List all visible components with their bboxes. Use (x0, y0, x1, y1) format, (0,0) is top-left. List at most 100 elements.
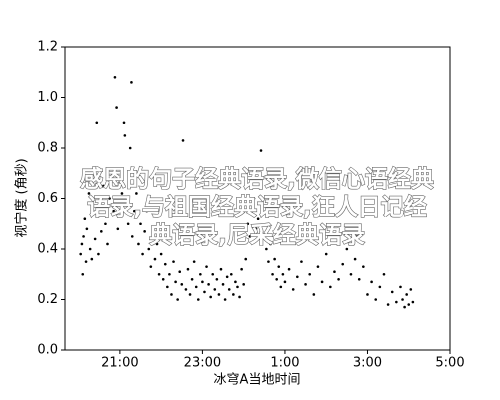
watermark-text: 典语录,尼采经典语录 (149, 222, 365, 249)
point (366, 293, 369, 296)
point (115, 106, 118, 109)
point (95, 121, 99, 125)
point (223, 298, 227, 301)
point (166, 285, 169, 289)
point (120, 192, 124, 195)
point (133, 209, 136, 213)
point (124, 202, 128, 205)
point (135, 192, 138, 195)
point (395, 300, 398, 304)
point (98, 202, 102, 205)
point (176, 298, 179, 301)
point (110, 171, 113, 175)
point (207, 283, 210, 286)
point (324, 252, 328, 256)
point (246, 222, 250, 226)
point (170, 293, 173, 296)
point (149, 265, 153, 268)
point (263, 235, 266, 238)
point (80, 242, 84, 246)
point (184, 288, 188, 291)
point (113, 76, 117, 79)
point (254, 227, 258, 231)
watermark-text: 语录,与祖国经典语录,狂人日记经 (87, 194, 426, 221)
point (353, 257, 357, 261)
point (236, 285, 239, 289)
point (102, 184, 105, 188)
point (267, 260, 270, 263)
x-tick-label: 23:00 (184, 356, 221, 371)
watermark-text: 感恩的句子经典语录,微信心语经典 (80, 166, 434, 193)
point (153, 257, 157, 261)
point (83, 217, 87, 220)
point (100, 230, 103, 233)
point (199, 272, 202, 276)
point (130, 235, 134, 238)
point (308, 272, 311, 276)
point (157, 272, 161, 276)
point (403, 305, 406, 309)
point (130, 81, 133, 84)
point (137, 242, 140, 246)
point (88, 247, 92, 251)
point (333, 270, 336, 274)
y-tick-label: 1.2 (37, 40, 58, 55)
point (155, 242, 159, 246)
point (201, 280, 204, 284)
point (81, 272, 85, 276)
point (123, 134, 127, 137)
point (386, 303, 390, 306)
point (390, 290, 394, 294)
point (260, 202, 264, 205)
point (163, 262, 167, 266)
point (106, 242, 109, 246)
point (279, 285, 283, 289)
point (355, 235, 359, 238)
point (118, 177, 122, 180)
point (229, 272, 233, 276)
point (259, 149, 263, 152)
x-tick-label: 5:00 (435, 356, 464, 371)
point (87, 192, 91, 195)
point (337, 278, 340, 281)
point (186, 267, 190, 271)
point (188, 293, 192, 296)
point (126, 222, 130, 226)
point (211, 272, 215, 276)
point (168, 272, 171, 276)
point (159, 252, 163, 256)
point (300, 260, 303, 263)
point (227, 288, 231, 291)
y-tick-label: 0.2 (37, 292, 58, 307)
point (320, 280, 324, 284)
point (161, 278, 165, 281)
point (93, 237, 97, 241)
point (116, 227, 120, 231)
point (250, 209, 254, 213)
point (405, 293, 408, 296)
point (329, 285, 332, 289)
point (275, 278, 278, 281)
point (242, 283, 245, 286)
point (122, 121, 126, 125)
point (248, 235, 252, 238)
point (97, 252, 100, 256)
point (139, 222, 142, 226)
point (382, 272, 386, 276)
x-tick-label: 21:00 (101, 356, 138, 371)
point (378, 285, 382, 289)
point (271, 272, 274, 276)
y-tick-label: 0.0 (37, 343, 58, 358)
point (244, 257, 248, 261)
point (341, 262, 345, 266)
point (357, 278, 361, 281)
point (399, 285, 402, 289)
point (238, 295, 241, 299)
point (269, 242, 272, 246)
point (304, 283, 307, 286)
y-tick-label: 1.0 (37, 90, 58, 105)
point (192, 260, 196, 263)
point (234, 280, 237, 284)
point (374, 298, 378, 301)
